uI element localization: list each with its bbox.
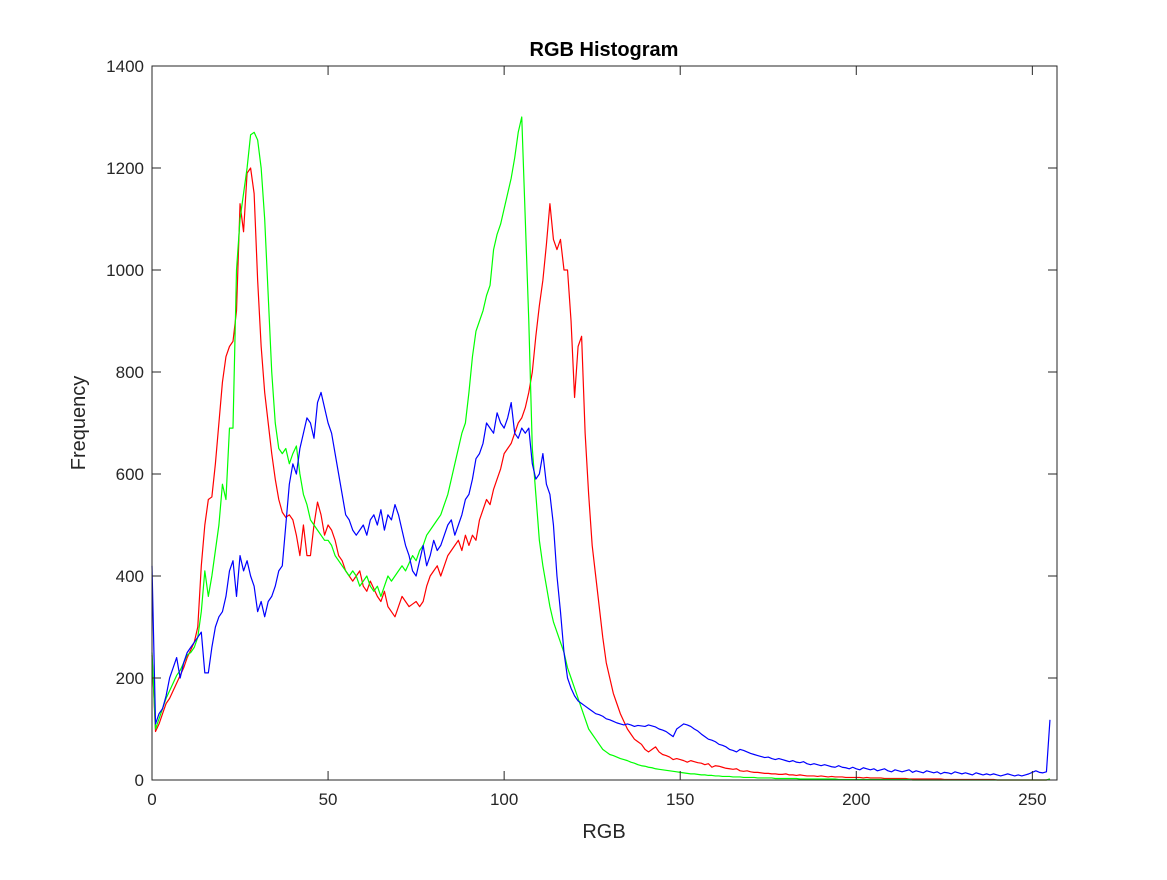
y-tick-label: 600 (116, 465, 144, 484)
axes-layer: 0 50 100 150 200 250 0 200 400 600 800 1000 1200 1400 (106, 57, 1058, 809)
y-tick-label: 0 (135, 771, 144, 790)
x-tick-label: 100 (490, 790, 518, 809)
series-line-1 (151, 116, 1051, 781)
x-tick-label: 150 (666, 790, 694, 809)
y-tick-label: 400 (116, 567, 144, 586)
plot-area-frame (151, 65, 1058, 781)
y-tick-label: 1200 (106, 159, 144, 178)
y-tick-label: 800 (116, 363, 144, 382)
y-tick-label: 1000 (106, 261, 144, 280)
y-tick-label: 200 (116, 669, 144, 688)
y-axis-label: Frequency (68, 376, 90, 471)
series-line-0 (151, 167, 1051, 781)
x-tick-label: 250 (1018, 790, 1046, 809)
x-tick-label: 0 (147, 790, 156, 809)
x-tick-label: 200 (842, 790, 870, 809)
series-line-2 (151, 391, 1051, 777)
chart-title: RGB Histogram (530, 39, 679, 61)
x-tick-label: 50 (319, 790, 338, 809)
y-tick-label: 1400 (106, 57, 144, 76)
x-axis-label: RGB (582, 821, 625, 843)
series-layer (151, 116, 1051, 781)
